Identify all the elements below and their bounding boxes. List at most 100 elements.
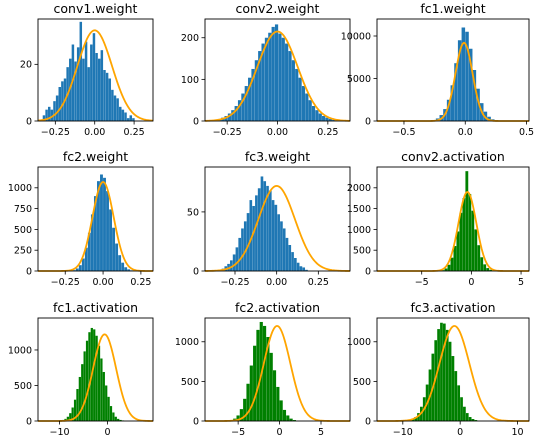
x-tick-label: −10 (393, 427, 413, 438)
histogram-bar (97, 181, 100, 271)
y-tick-label: 750 (14, 204, 32, 215)
histogram-bar (266, 337, 270, 421)
histogram-bar (269, 352, 273, 421)
histogram-bar (291, 60, 295, 121)
histogram-bar (121, 262, 125, 271)
histogram-bar (248, 77, 252, 121)
histogram-bar (69, 413, 72, 421)
histogram-bar (268, 32, 272, 121)
histogram-bars (211, 24, 343, 122)
histogram-bar (437, 329, 440, 421)
histogram-bar (93, 329, 96, 421)
histogram-bar (82, 58, 85, 121)
histogram-bar (274, 204, 278, 271)
histogram-bar (244, 86, 248, 121)
histogram-bar (459, 212, 463, 271)
histogram-bar (465, 171, 469, 271)
histogram-bar (47, 106, 51, 121)
histogram-bar (301, 86, 306, 121)
x-tick-label: 0.00 (267, 127, 288, 138)
histogram-bar (298, 77, 302, 121)
histogram-bar (264, 37, 269, 121)
histogram-bar (118, 255, 122, 271)
x-tick-label: −5 (415, 277, 429, 288)
histogram-bar (487, 116, 491, 121)
histogram-bar (236, 415, 240, 421)
histogram-bar (90, 214, 94, 271)
histogram-bar (468, 417, 472, 421)
histogram-bar (271, 26, 275, 122)
histogram-bar (109, 209, 112, 271)
y-tick-label: 500 (181, 377, 199, 388)
histogram-bar (305, 93, 309, 121)
histogram-bar (105, 72, 109, 121)
y-tick-label: 250 (14, 246, 32, 257)
panel-title: fc3.activation (410, 300, 495, 315)
histogram-bar (117, 418, 120, 421)
histogram-panel: fc1.weight −0.5 0.0 0.5 0 5000 10000 (341, 1, 534, 138)
histogram-bar (472, 70, 477, 121)
histogram-bar (55, 95, 59, 121)
histogram-panel: conv1.weight −0.25 0.00 0.25 0 20 (20, 1, 154, 138)
histogram-bar (414, 417, 418, 421)
histogram-bar (42, 115, 46, 121)
histogram-bar (296, 262, 300, 271)
y-tick-label: 0 (193, 416, 199, 427)
histogram-panel: conv2.weight −0.25 0.00 0.25 0 100 200 (181, 1, 351, 138)
histogram-bar (126, 118, 130, 121)
histogram-bar (465, 413, 469, 421)
histogram-bar (266, 185, 269, 271)
histogram-bar (278, 33, 282, 122)
axes-frame (37, 317, 154, 422)
histogram-bar (79, 21, 83, 121)
histogram-bar (276, 386, 280, 421)
panel-title: fc1.activation (53, 300, 138, 315)
histogram-bar (97, 58, 101, 121)
histogram-bar (230, 260, 233, 271)
histogram-bar (124, 267, 128, 271)
histogram-bar (308, 100, 312, 121)
histogram-bar (113, 95, 117, 121)
histogram-bar (129, 115, 133, 121)
histogram-bar (460, 397, 463, 421)
x-tick-label: 0 (457, 427, 463, 438)
histogram-bar (468, 194, 472, 271)
y-tick-label: 2000 (347, 183, 371, 194)
histogram-bar (332, 119, 336, 121)
histogram-bar (75, 268, 79, 271)
x-tick-label: −5 (231, 427, 245, 438)
histogram-bar (243, 221, 247, 271)
histogram-bar (132, 118, 135, 121)
histogram-bar (448, 341, 452, 421)
histogram-bar (285, 237, 289, 271)
axes-frame (37, 166, 154, 272)
histogram-bar (100, 358, 103, 421)
x-tick-label: 0.25 (308, 277, 329, 288)
histogram-bar (112, 412, 115, 421)
histogram-bar (66, 416, 69, 421)
panel-title: conv2.weight (236, 1, 320, 16)
histogram-bar (74, 61, 77, 121)
histogram-bar (76, 389, 79, 421)
histogram-bar (417, 413, 420, 421)
histogram-bar (239, 409, 243, 421)
histogram-bar (294, 258, 297, 271)
histogram-bar (486, 268, 490, 271)
histogram-bar (237, 100, 242, 121)
histogram-bar (92, 33, 96, 121)
y-tick-label: 20 (20, 60, 32, 71)
x-tick-label: 0.00 (92, 277, 113, 288)
histogram-bar (468, 48, 473, 121)
fit-curve (204, 30, 351, 122)
histogram-bar (457, 385, 461, 421)
histogram-panel: fc1.activation −10 0 0 500 1000 (8, 300, 154, 438)
y-tick-label: 500 (14, 225, 32, 236)
panel-title: fc2.weight (63, 149, 128, 164)
y-tick-label: 1000 (175, 337, 199, 348)
histogram-bar (121, 109, 125, 121)
histogram-bar (463, 406, 466, 421)
histogram-bar (105, 385, 108, 421)
histogram-bar (454, 371, 458, 421)
histogram-panel: fc3.weight −0.25 0.00 0.25 0 50 (187, 149, 351, 288)
